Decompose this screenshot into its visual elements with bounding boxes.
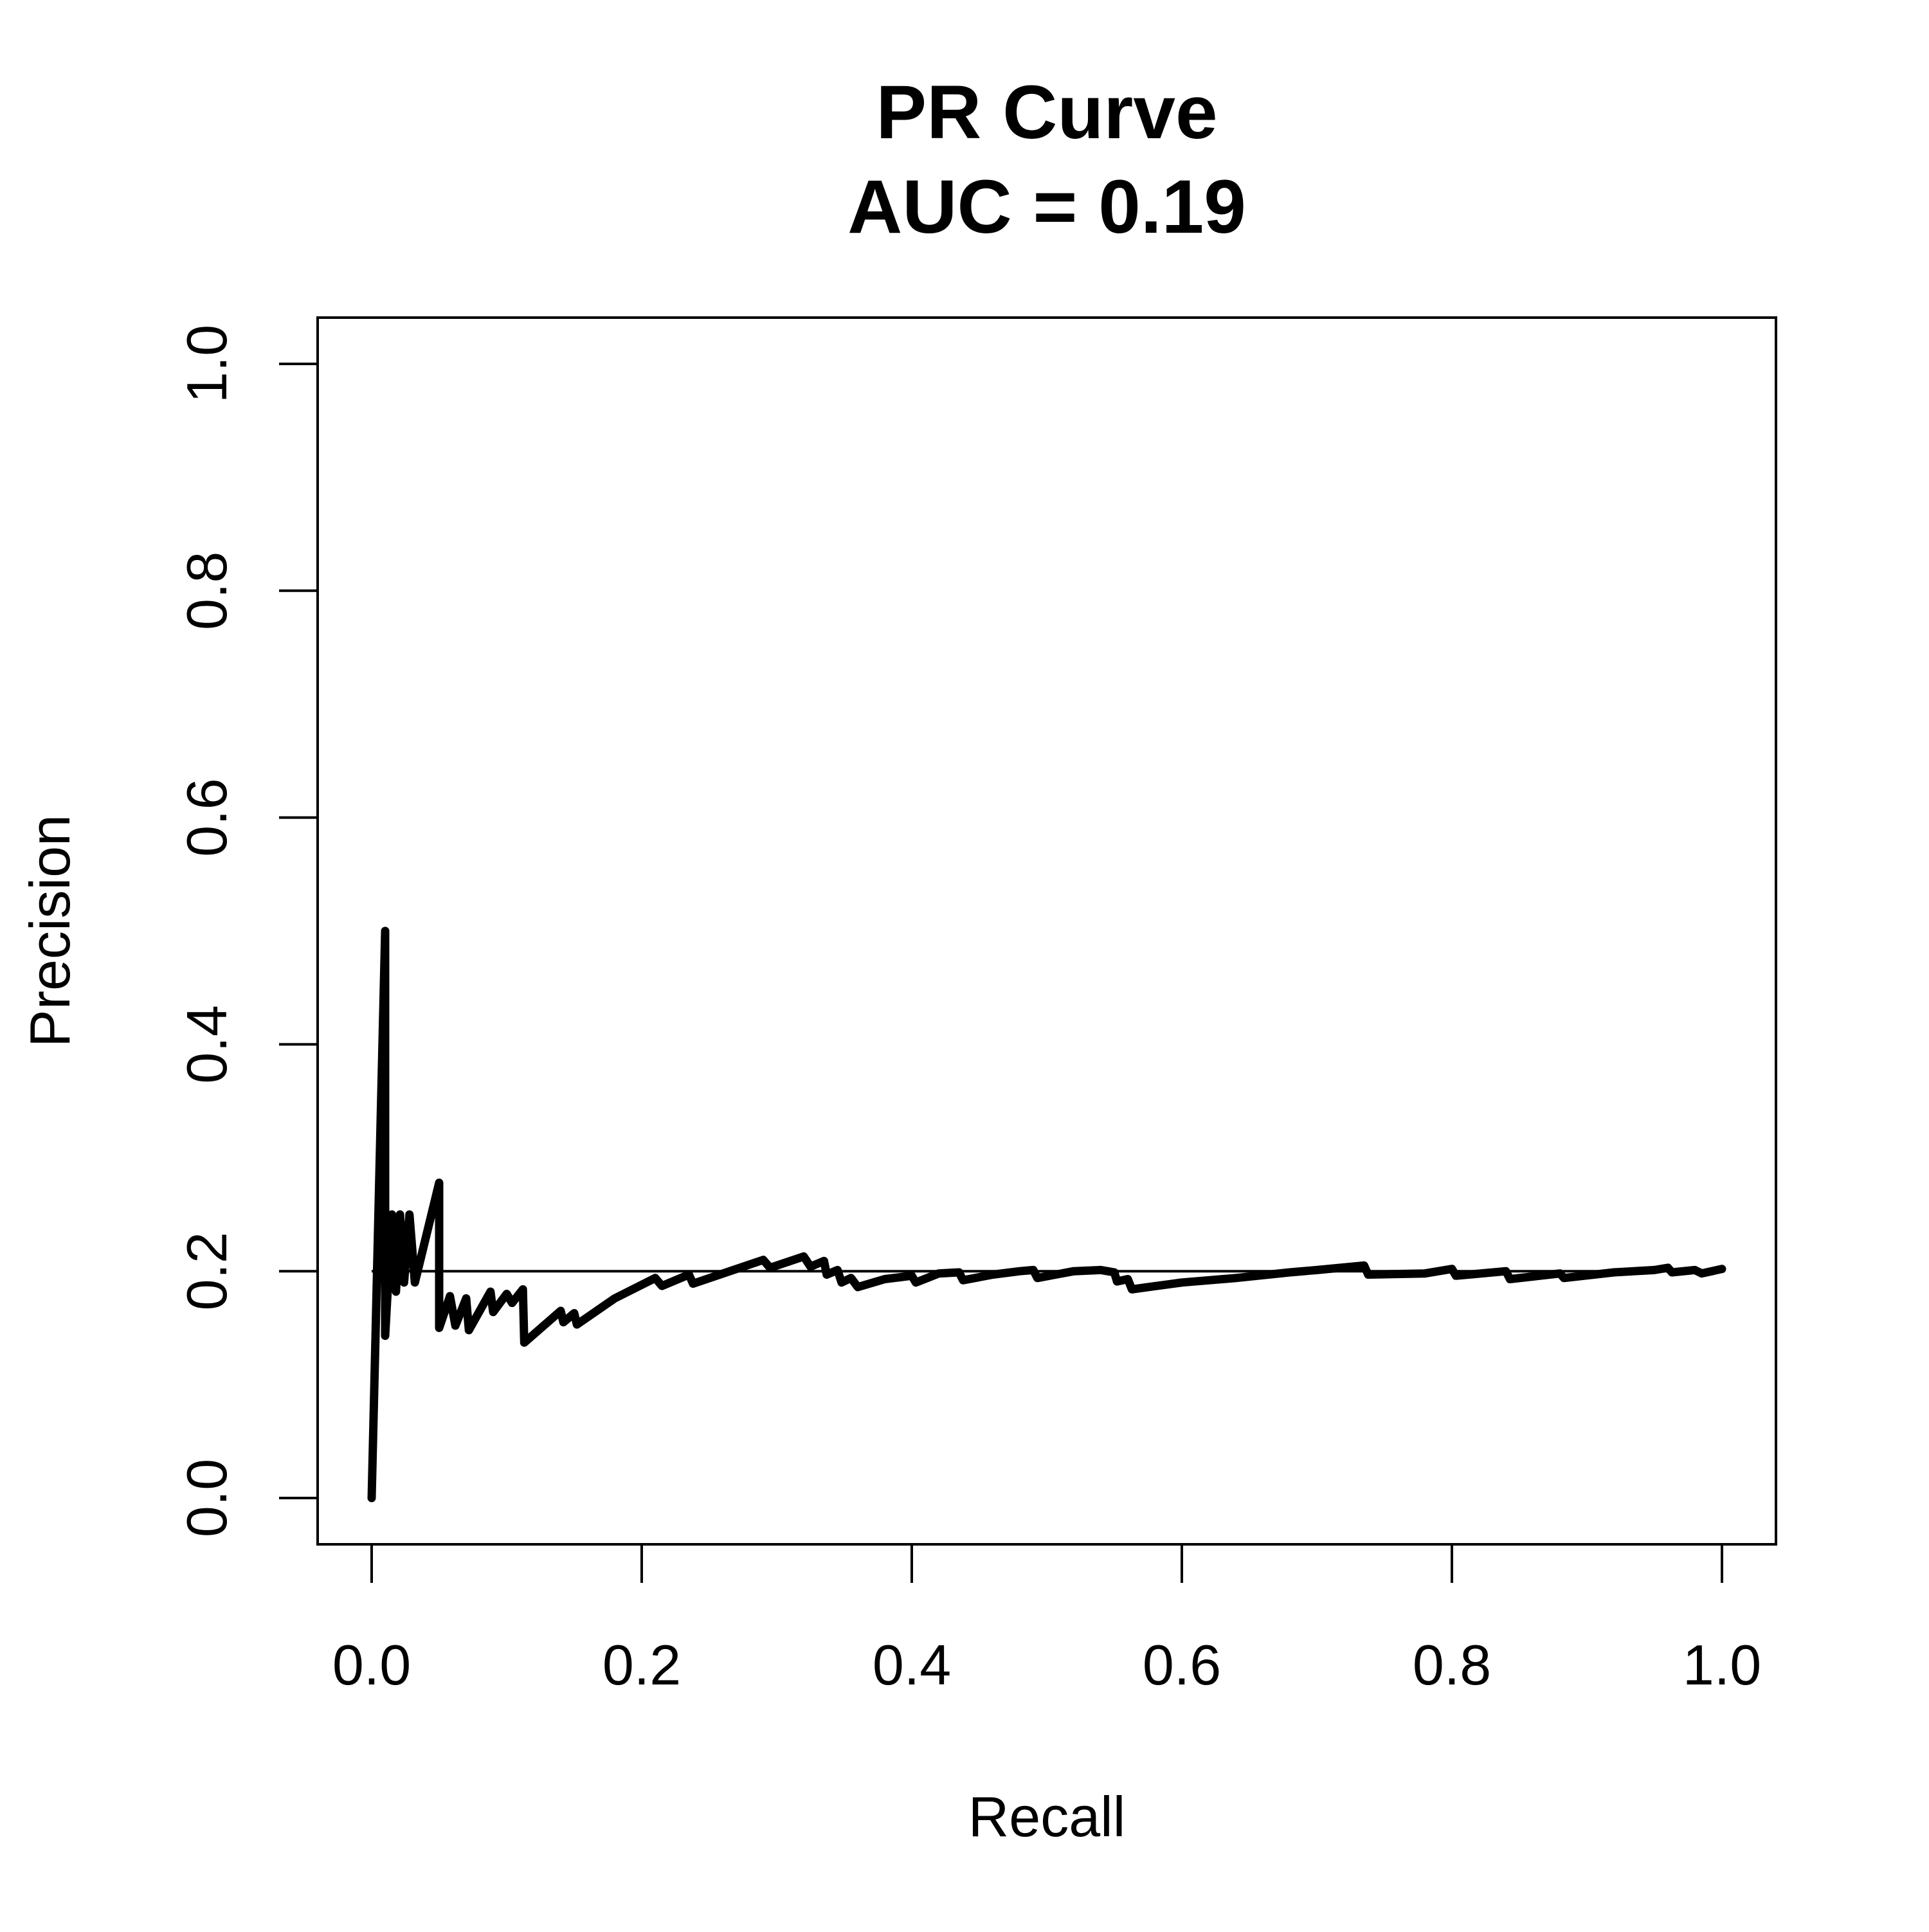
x-tick-label: 0.6 (1143, 1633, 1221, 1697)
pr-curve-line (367, 926, 1726, 1503)
y-tick-label: 0.0 (175, 1459, 239, 1537)
y-axis-label: Precision (18, 815, 82, 1047)
series-layer (367, 926, 1726, 1503)
x-tick-label: 0.0 (332, 1633, 411, 1697)
y-tick-label: 0.6 (175, 778, 239, 856)
chart-title: PR Curve (876, 70, 1217, 155)
y-tick-label: 0.4 (175, 1005, 239, 1083)
y-axis: 0.0 0.2 0.4 0.6 0.8 1.0 (175, 325, 318, 1537)
chart-subtitle: AUC = 0.19 (847, 165, 1246, 249)
y-tick-label: 1.0 (175, 325, 239, 403)
x-tick-label: 0.2 (602, 1633, 681, 1697)
x-tick-label: 0.4 (873, 1633, 951, 1697)
y-tick-label: 0.2 (175, 1232, 239, 1310)
x-tick-label: 0.8 (1413, 1633, 1491, 1697)
y-tick-label: 0.8 (175, 552, 239, 630)
x-tick-label: 1.0 (1683, 1633, 1761, 1697)
x-axis-label: Recall (968, 1785, 1126, 1848)
plot-frame (316, 316, 1777, 1546)
x-axis: 0.0 0.2 0.4 0.6 0.8 1.0 (332, 1544, 1761, 1697)
